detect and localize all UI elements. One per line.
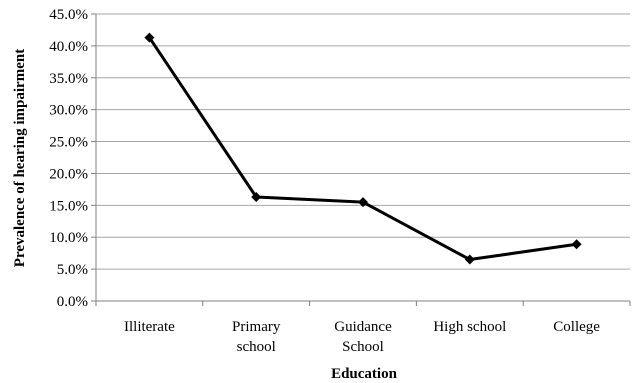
y-tick-label: 35.0% bbox=[49, 71, 88, 87]
x-tick-label: Primary school bbox=[232, 319, 281, 355]
y-axis-title: Prevalence of hearing impairment bbox=[12, 49, 28, 267]
y-tick-label: 5.0% bbox=[57, 262, 88, 278]
axes bbox=[91, 13, 631, 306]
gridlines bbox=[96, 13, 630, 270]
y-tick-label: 15.0% bbox=[49, 198, 88, 214]
y-tick-label: 0.0% bbox=[57, 294, 88, 310]
y-tick-label: 10.0% bbox=[49, 230, 88, 246]
x-tick-label: Guidance School bbox=[334, 319, 392, 355]
data-point-marker bbox=[144, 32, 155, 43]
series-line bbox=[148, 36, 577, 262]
y-tick-label: 20.0% bbox=[49, 166, 88, 182]
y-tick-label: 30.0% bbox=[49, 103, 88, 119]
y-tick-label: 40.0% bbox=[49, 39, 88, 55]
x-tick-labels: Illiterate Primary school Guidance School Hig… bbox=[124, 319, 600, 355]
y-tick-label: 45.0% bbox=[49, 7, 88, 23]
data-point-marker bbox=[464, 254, 475, 265]
data-series bbox=[144, 32, 582, 265]
y-tick-labels: 0.0% 5.0% 10.0% 15.0% 20.0% 25.0% 30.0% 35.0% 40… bbox=[49, 7, 88, 310]
x-tick-label: High school bbox=[433, 319, 506, 335]
x-tick-label: College bbox=[553, 319, 600, 335]
data-point-marker bbox=[571, 239, 582, 250]
y-tick-label: 25.0% bbox=[49, 135, 88, 151]
data-point-marker bbox=[251, 192, 262, 203]
x-axis-title: Education bbox=[331, 366, 398, 382]
x-tick-label: Illiterate bbox=[124, 319, 175, 335]
data-point-marker bbox=[358, 197, 368, 208]
